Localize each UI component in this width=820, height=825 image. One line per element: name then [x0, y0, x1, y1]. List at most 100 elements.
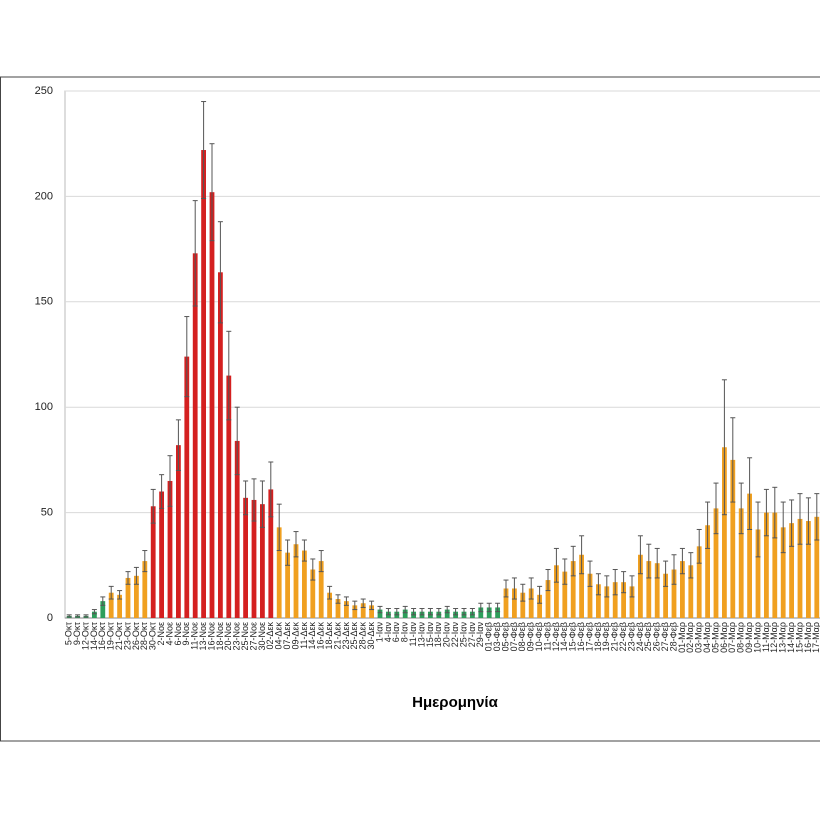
- error-bar: [679, 547, 685, 575]
- x-tick-label: 8-Ιαν: [400, 622, 410, 643]
- x-tick-label: 28-Οκτ: [139, 622, 149, 651]
- bar: [654, 563, 660, 618]
- x-tick-label: 13-Ιαν: [416, 622, 426, 648]
- bar: [738, 508, 744, 618]
- error-bar: [721, 379, 727, 516]
- x-tick-label: 17-Φεβ: [584, 622, 594, 651]
- bar: [486, 607, 492, 618]
- error-bar: [738, 482, 744, 535]
- error-bar: [285, 539, 291, 566]
- x-tick-label: 23-Δεκ: [341, 622, 351, 650]
- bar: [587, 573, 593, 618]
- x-tick-label: 6-Ιαν: [391, 622, 401, 643]
- error-bar: [343, 596, 349, 606]
- error-bar: [201, 101, 207, 200]
- bar: [134, 575, 139, 618]
- bar: [117, 594, 122, 618]
- x-tick-label: 1-Ιαν: [374, 622, 384, 643]
- error-bar: [385, 608, 391, 616]
- bar: [260, 504, 265, 618]
- x-tick-label: 25-Νοε: [240, 622, 250, 651]
- error-bar: [478, 602, 484, 613]
- bar: [243, 497, 248, 618]
- error-bar: [108, 585, 114, 600]
- bar: [528, 588, 534, 618]
- x-tick-label: 16-Μαρ: [803, 622, 813, 653]
- x-tick-label: 15-Φεβ: [568, 622, 578, 651]
- error-bar: [117, 590, 123, 600]
- y-tick-label: 100: [35, 401, 53, 413]
- x-tick-label: 4-Ιαν: [383, 622, 393, 643]
- bar: [150, 506, 156, 618]
- bar: [302, 550, 307, 618]
- x-tick-label: 29-Ιαν: [475, 622, 485, 648]
- x-tick-label: 12-Οκτ: [80, 622, 90, 651]
- bar: [268, 489, 274, 618]
- error-bar: [763, 488, 769, 537]
- x-tick-label: 07-Μαρ: [727, 622, 737, 653]
- error-bar: [377, 605, 383, 614]
- bar: [512, 588, 517, 618]
- y-tick-label: 0: [47, 612, 53, 624]
- x-tick-label: 4-Νοε: [164, 622, 174, 646]
- error-bar: [444, 605, 450, 614]
- x-tick-label: 22-Ιαν: [450, 622, 460, 648]
- x-tick-label: 08-Φεβ: [517, 622, 527, 651]
- bar: [201, 150, 206, 619]
- error-bar: [226, 330, 232, 421]
- bar: [184, 356, 190, 618]
- bar: [293, 544, 299, 618]
- x-tick-label: 10-Μαρ: [752, 622, 762, 653]
- bar: [680, 561, 685, 618]
- error-bar: [646, 543, 652, 579]
- bar: [747, 493, 752, 618]
- x-tick-label: 21-Φεβ: [610, 622, 620, 651]
- x-axis-label: Ημερομηνία: [412, 694, 498, 711]
- x-tick-label: 16-Νοε: [206, 622, 216, 651]
- x-tick-label: 14-Μαρ: [786, 622, 796, 653]
- error-bar: [805, 497, 811, 545]
- bar: [234, 440, 240, 618]
- y-tick-label: 50: [41, 507, 53, 519]
- x-tick-label: 18-Δεκ: [324, 622, 334, 650]
- error-bar: [268, 461, 274, 518]
- error-bar: [301, 539, 307, 562]
- bar: [503, 588, 509, 618]
- bar: [251, 499, 257, 618]
- error-bar: [310, 558, 316, 581]
- error-bar: [570, 545, 576, 577]
- x-tick-label: 6-Νοε: [173, 622, 183, 646]
- error-bar: [293, 531, 299, 558]
- error-bar: [243, 480, 249, 516]
- bar: [478, 607, 484, 618]
- x-tick-label: 08-Μαρ: [736, 622, 746, 653]
- x-tick-label: 09-Φεβ: [526, 622, 536, 651]
- error-bar: [276, 503, 282, 552]
- x-tick-label: 15-Ιαν: [425, 622, 435, 648]
- bar: [377, 609, 383, 618]
- bar: [806, 521, 811, 618]
- bar: [327, 592, 332, 618]
- x-tick-label: 10-Φεβ: [534, 622, 544, 651]
- x-tick-label: 30-Δεκ: [366, 622, 376, 650]
- x-tick-label: 07-Δεκ: [282, 622, 292, 650]
- x-tick-label: 14-Φεβ: [559, 622, 569, 651]
- x-tick-label: 02-Δεκ: [265, 622, 275, 650]
- error-bar: [637, 535, 643, 575]
- bar: [218, 272, 223, 618]
- x-tick-label: 11-Φεβ: [542, 622, 552, 651]
- error-bar: [503, 579, 509, 598]
- x-tick-label: 12-Μαρ: [769, 622, 779, 653]
- x-tick-label: 9-Νοε: [181, 622, 191, 646]
- bar: [318, 561, 324, 618]
- x-tick-label: 09-Μαρ: [744, 622, 754, 653]
- bar: [621, 582, 626, 618]
- x-tick-label: 15-Μαρ: [794, 622, 804, 653]
- bar: [671, 569, 677, 618]
- x-tick-label: 27-Νοε: [248, 622, 258, 651]
- x-tick-label: 14-Δεκ: [307, 622, 317, 650]
- bar: [696, 546, 702, 618]
- x-tick-label: 16-Δεκ: [316, 622, 326, 650]
- error-bar: [453, 608, 459, 616]
